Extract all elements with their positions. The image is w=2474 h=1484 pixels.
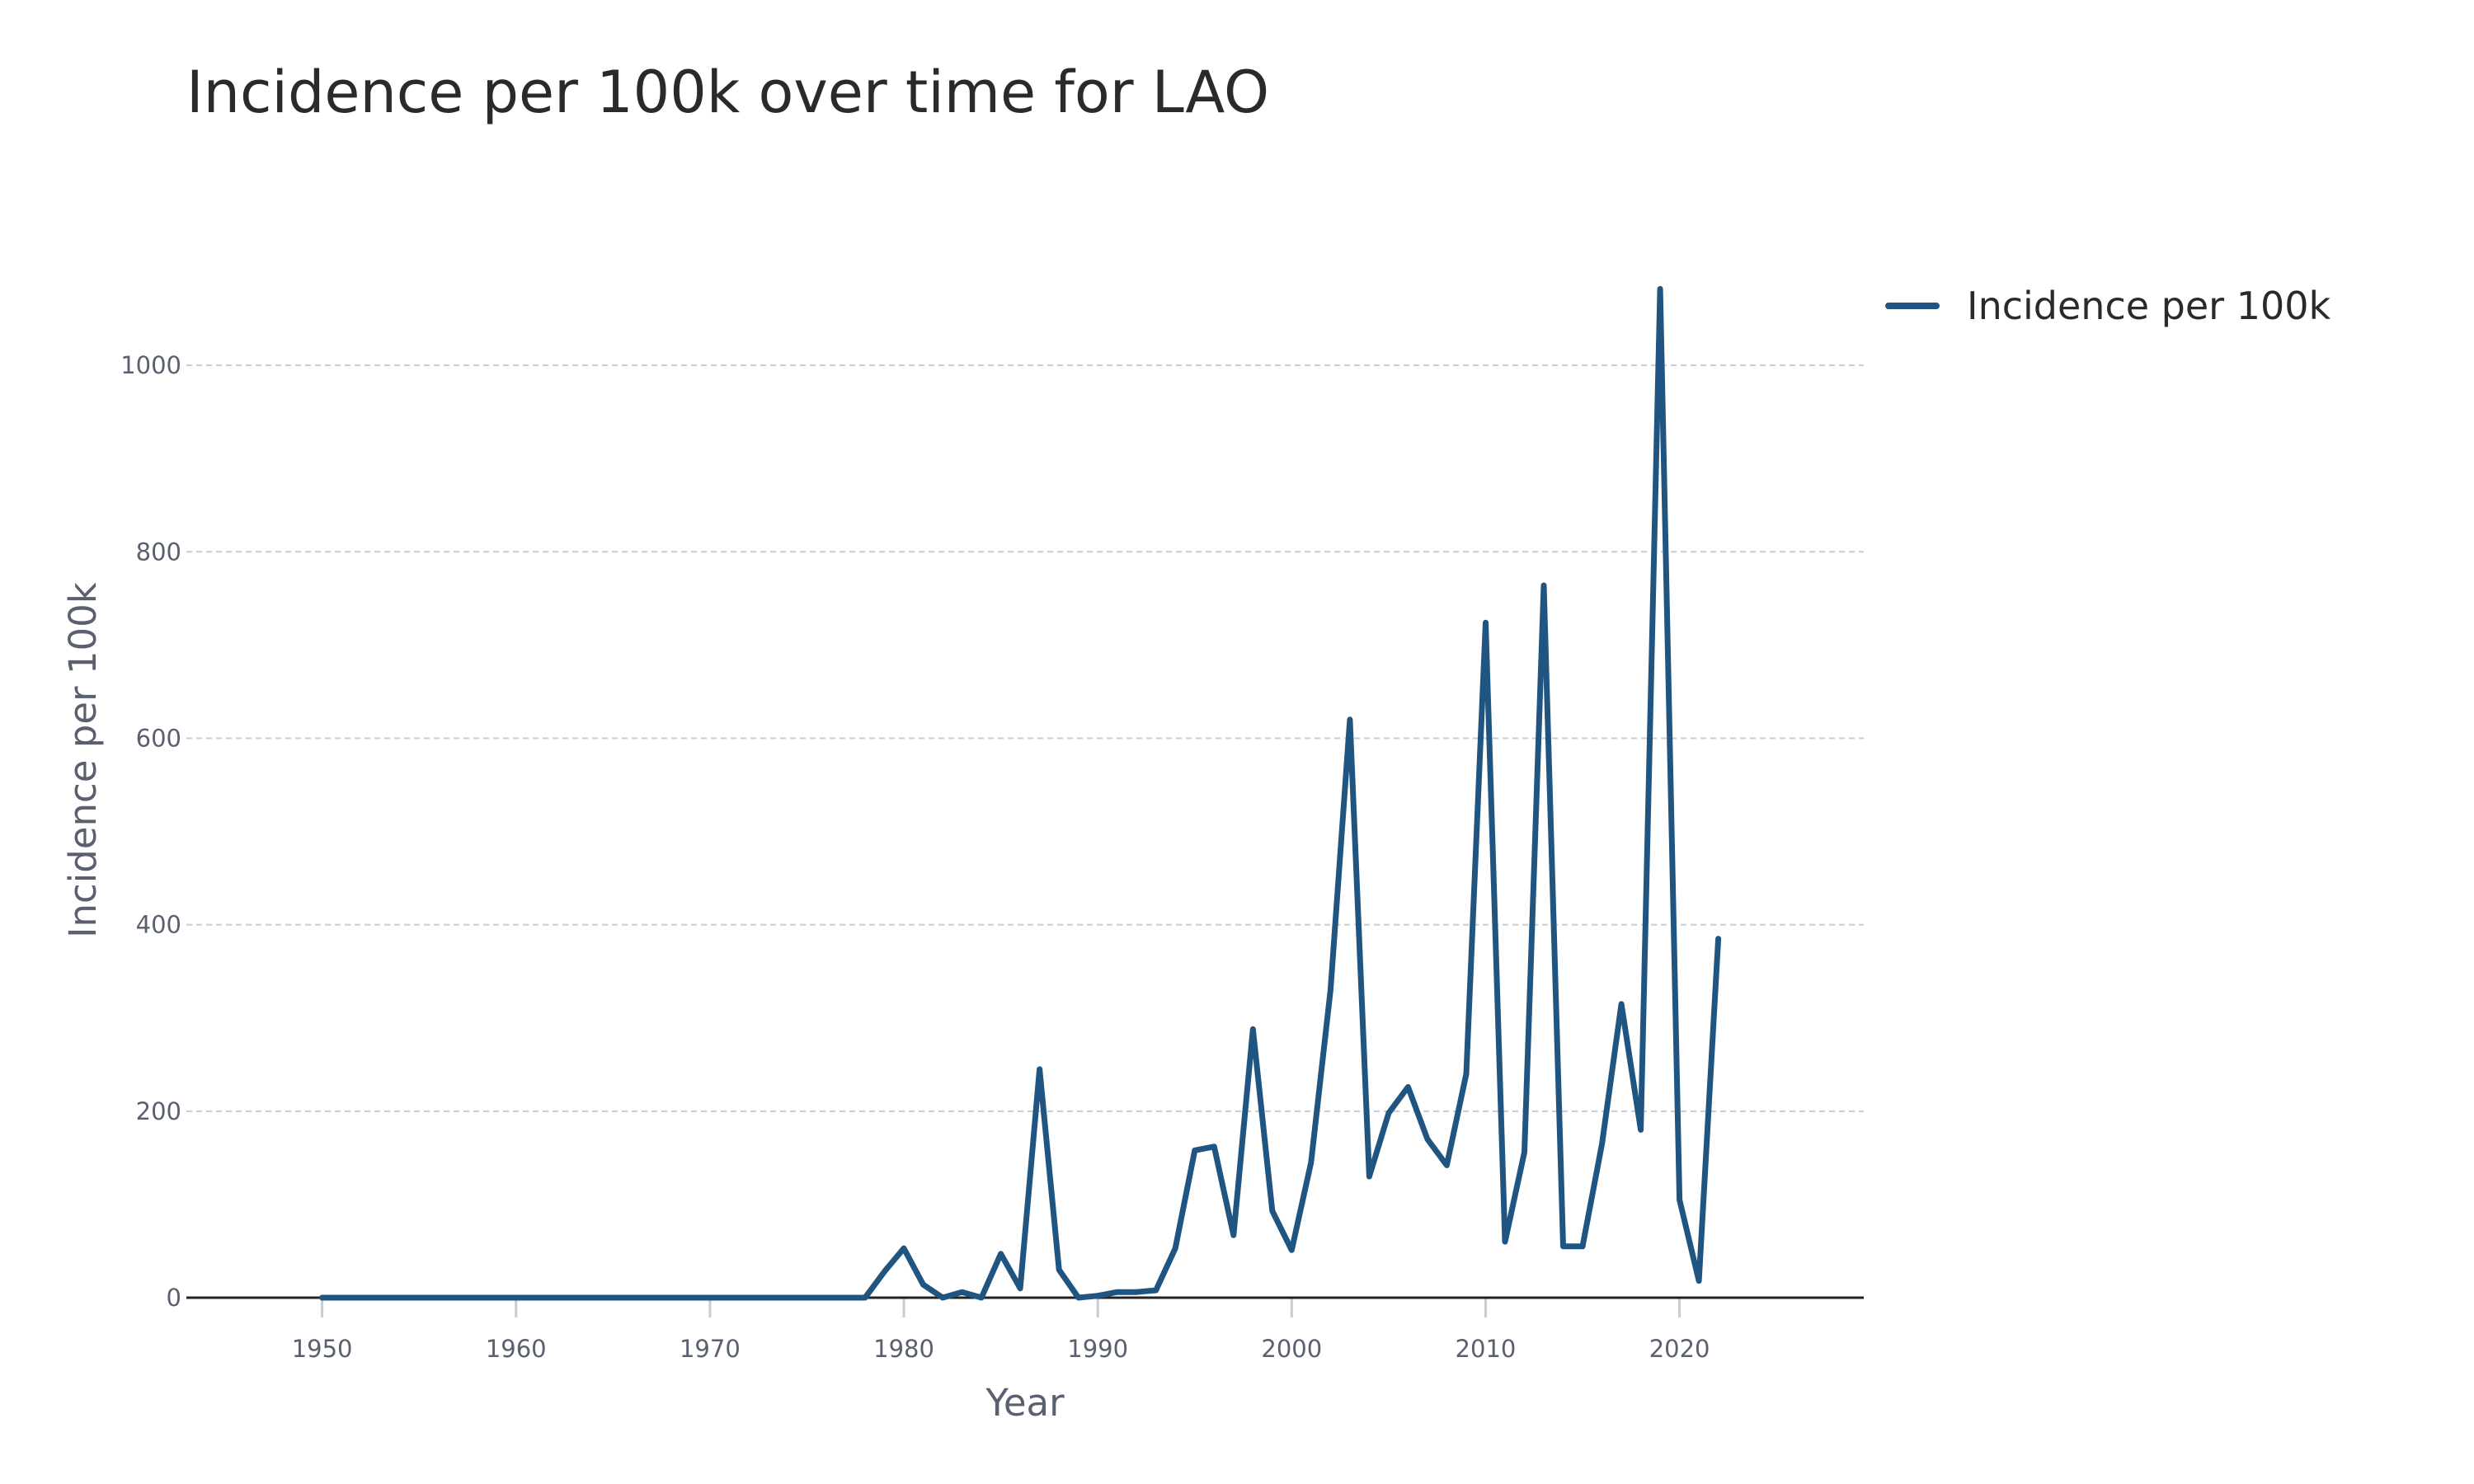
y-axis-title: Incidence per 100k xyxy=(61,582,105,938)
data-point-1976 xyxy=(824,1295,829,1300)
data-point-2011 xyxy=(1503,1239,1507,1244)
data-point-1955 xyxy=(416,1295,421,1300)
data-point-1985 xyxy=(999,1252,1004,1256)
data-point-1954 xyxy=(397,1295,402,1300)
data-point-1952 xyxy=(359,1295,364,1300)
series-group xyxy=(319,285,1722,1301)
data-point-2010 xyxy=(1484,620,1489,625)
legend-label: Incidence per 100k xyxy=(1967,284,2331,328)
data-point-1998 xyxy=(1250,1026,1255,1031)
data-point-1975 xyxy=(805,1295,810,1300)
data-point-1996 xyxy=(1211,1144,1216,1149)
x-tick-label-1950: 1950 xyxy=(292,1335,353,1363)
data-point-2009 xyxy=(1464,1072,1469,1077)
data-point-2020 xyxy=(1677,1197,1682,1202)
data-point-1979 xyxy=(882,1269,887,1274)
data-point-2018 xyxy=(1639,1127,1644,1132)
y-tick-label-200: 200 xyxy=(136,1097,181,1125)
x-tick-label-2010: 2010 xyxy=(1456,1335,1517,1363)
series-line-incidence xyxy=(319,285,1722,1301)
data-point-1983 xyxy=(960,1289,965,1294)
data-point-1960 xyxy=(514,1295,519,1300)
data-point-1964 xyxy=(591,1295,596,1300)
y-axis-ticks: 0 200 400 600 800 1000 xyxy=(120,351,181,1312)
data-point-2019 xyxy=(1658,286,1663,291)
y-tick-label-1000: 1000 xyxy=(120,351,181,379)
data-point-1982 xyxy=(940,1295,945,1300)
data-point-1991 xyxy=(1115,1289,1120,1294)
data-point-1994 xyxy=(1173,1246,1178,1251)
data-point-1967 xyxy=(649,1295,654,1300)
data-point-1956 xyxy=(436,1295,441,1300)
data-point-1973 xyxy=(765,1295,770,1300)
data-point-1959 xyxy=(494,1295,499,1300)
data-point-1958 xyxy=(475,1295,480,1300)
x-tick-label-2000: 2000 xyxy=(1261,1335,1322,1363)
data-point-2003 xyxy=(1348,717,1352,722)
data-point-1957 xyxy=(455,1295,460,1300)
data-point-2005 xyxy=(1386,1111,1391,1115)
x-tick-label-1990: 1990 xyxy=(1067,1335,1128,1363)
data-point-2014 xyxy=(1561,1244,1566,1249)
data-point-2022 xyxy=(1716,937,1721,942)
data-point-2008 xyxy=(1444,1162,1449,1167)
data-point-1995 xyxy=(1192,1148,1197,1153)
data-point-1963 xyxy=(571,1295,576,1300)
x-axis-ticks: 1950 1960 1970 1980 1990 2000 2010 2020 xyxy=(292,1298,1710,1363)
data-point-2006 xyxy=(1405,1084,1410,1089)
data-point-1978 xyxy=(863,1295,868,1300)
data-point-1972 xyxy=(746,1295,751,1300)
data-point-1965 xyxy=(610,1295,615,1300)
x-tick-label-1980: 1980 xyxy=(873,1335,934,1363)
data-point-1988 xyxy=(1056,1267,1061,1272)
data-point-2007 xyxy=(1425,1137,1430,1142)
data-point-2021 xyxy=(1696,1279,1701,1284)
data-point-1997 xyxy=(1231,1233,1236,1237)
data-point-1961 xyxy=(533,1295,538,1300)
data-point-1968 xyxy=(669,1295,674,1300)
data-point-2004 xyxy=(1366,1174,1371,1179)
y-tick-label-800: 800 xyxy=(136,538,181,566)
data-point-1993 xyxy=(1154,1288,1159,1293)
data-point-2017 xyxy=(1619,1002,1624,1007)
data-point-1989 xyxy=(1076,1295,1081,1300)
y-tick-label-0: 0 xyxy=(167,1284,181,1312)
data-point-1986 xyxy=(1018,1286,1023,1291)
data-point-1969 xyxy=(688,1295,693,1300)
data-point-1970 xyxy=(708,1295,713,1300)
legend[interactable]: Incidence per 100k xyxy=(1885,284,2331,328)
data-point-1984 xyxy=(979,1295,984,1300)
data-point-1951 xyxy=(339,1295,344,1300)
data-point-2000 xyxy=(1289,1247,1294,1252)
data-point-2001 xyxy=(1309,1160,1314,1165)
data-point-2013 xyxy=(1541,583,1546,588)
data-point-2002 xyxy=(1328,988,1333,993)
data-point-1990 xyxy=(1095,1294,1100,1298)
data-point-2016 xyxy=(1600,1141,1605,1146)
data-point-1999 xyxy=(1270,1209,1275,1214)
data-point-1981 xyxy=(921,1282,926,1287)
grid-lines xyxy=(186,364,1864,1112)
data-point-1950 xyxy=(320,1295,325,1300)
y-tick-label-400: 400 xyxy=(136,911,181,939)
data-point-1992 xyxy=(1134,1289,1139,1294)
x-tick-label-1960: 1960 xyxy=(486,1335,547,1363)
data-point-1977 xyxy=(844,1295,849,1300)
data-point-1966 xyxy=(630,1295,635,1300)
data-point-1962 xyxy=(553,1295,557,1300)
data-point-1971 xyxy=(727,1295,731,1300)
data-point-2015 xyxy=(1580,1244,1585,1249)
data-point-1987 xyxy=(1037,1067,1042,1072)
data-point-1980 xyxy=(901,1246,906,1251)
chart-title: Incidence per 100k over time for LAO xyxy=(186,59,1269,126)
y-tick-label-600: 600 xyxy=(136,724,181,752)
x-tick-label-2020: 2020 xyxy=(1649,1335,1710,1363)
data-point-1953 xyxy=(378,1295,383,1300)
x-axis-title: Year xyxy=(985,1381,1065,1425)
x-tick-label-1970: 1970 xyxy=(680,1335,741,1363)
data-point-1974 xyxy=(785,1295,790,1300)
data-point-2012 xyxy=(1522,1150,1527,1155)
